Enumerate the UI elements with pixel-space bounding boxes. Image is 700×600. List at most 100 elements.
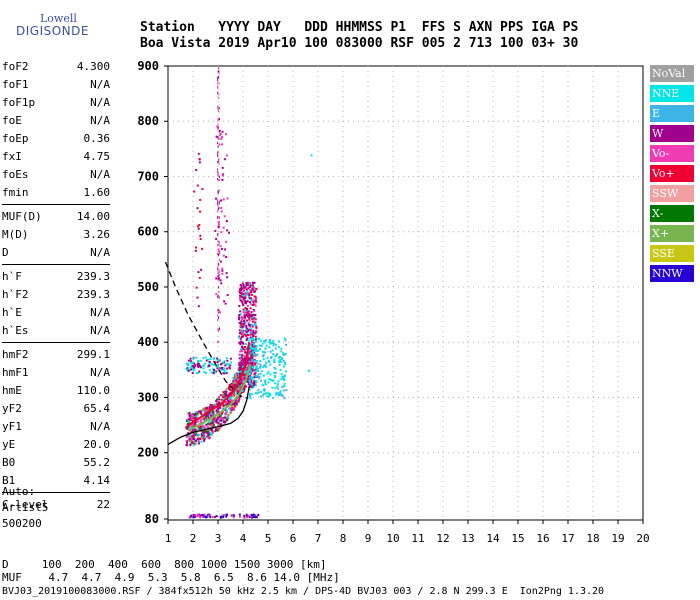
echo-point bbox=[229, 361, 232, 364]
echo-point bbox=[212, 412, 215, 415]
echo-point bbox=[250, 383, 253, 386]
echo-point bbox=[225, 515, 228, 518]
echo-point bbox=[220, 366, 223, 369]
echo-point bbox=[241, 330, 244, 333]
param-row: M(D) 3.26 bbox=[2, 226, 110, 244]
x-tick-label: 5 bbox=[265, 532, 272, 545]
echo-point bbox=[197, 438, 200, 441]
echo-point bbox=[215, 515, 218, 518]
echo-point bbox=[262, 393, 265, 396]
echo-point bbox=[258, 338, 261, 341]
echo-point bbox=[217, 240, 219, 243]
echo-point bbox=[238, 305, 241, 308]
echo-point bbox=[212, 364, 215, 367]
echo-point bbox=[215, 409, 218, 412]
echo-point bbox=[260, 379, 263, 382]
param-row: h`E N/A bbox=[2, 304, 110, 322]
echo-point bbox=[222, 372, 225, 375]
echo-point bbox=[217, 85, 219, 88]
echo-point bbox=[199, 425, 202, 428]
x-tick-label: 20 bbox=[636, 532, 649, 545]
echo-point bbox=[193, 415, 196, 418]
echo-point bbox=[275, 343, 278, 346]
echo-point bbox=[243, 320, 246, 323]
echo-point bbox=[205, 429, 208, 432]
autoscaling-info: Auto: Artist5 500200 bbox=[2, 484, 48, 532]
echo-point bbox=[231, 386, 234, 389]
echo-point bbox=[218, 277, 221, 280]
echo-point bbox=[200, 413, 203, 416]
echo-point bbox=[243, 317, 246, 320]
echo-point bbox=[186, 366, 189, 369]
echo-point bbox=[280, 378, 283, 381]
echo-point bbox=[239, 350, 242, 353]
echo-point bbox=[218, 131, 220, 134]
echo-point bbox=[193, 435, 196, 438]
echo-point bbox=[248, 319, 251, 322]
echo-point bbox=[188, 418, 191, 421]
echo-point bbox=[210, 414, 213, 417]
echo-point bbox=[231, 402, 234, 405]
echo-point bbox=[249, 397, 252, 400]
echo-point bbox=[222, 417, 225, 420]
echo-point bbox=[223, 158, 226, 161]
echo-point bbox=[191, 436, 194, 439]
echo-point bbox=[252, 282, 255, 285]
echo-point bbox=[238, 387, 241, 390]
echo-point bbox=[219, 132, 222, 135]
echo-point bbox=[245, 283, 248, 286]
echo-point bbox=[217, 126, 219, 129]
echo-point bbox=[245, 339, 248, 342]
echo-point bbox=[216, 361, 219, 364]
echo-point bbox=[241, 364, 244, 367]
echo-point bbox=[267, 395, 270, 398]
echo-point bbox=[221, 407, 224, 410]
echo-point bbox=[223, 368, 226, 371]
echo-point bbox=[250, 355, 253, 358]
echo-point bbox=[217, 308, 219, 311]
echo-point bbox=[198, 426, 201, 429]
echo-point bbox=[217, 365, 220, 368]
param-value: 299.1 bbox=[76, 348, 110, 361]
echo-point bbox=[258, 366, 261, 369]
echo-point bbox=[278, 360, 281, 363]
x-tick-label: 10 bbox=[386, 532, 399, 545]
echo-point bbox=[188, 435, 191, 438]
echo-point bbox=[201, 436, 204, 439]
echo-point bbox=[194, 249, 197, 252]
echo-point bbox=[276, 385, 279, 388]
echo-point bbox=[202, 367, 205, 370]
echo-point bbox=[217, 128, 219, 131]
echo-point bbox=[217, 79, 219, 82]
echo-point bbox=[191, 420, 194, 423]
echo-point bbox=[217, 421, 220, 424]
echo-point bbox=[213, 357, 216, 360]
echo-point bbox=[185, 440, 188, 443]
echo-point bbox=[226, 276, 229, 279]
echo-point bbox=[207, 431, 210, 434]
echo-point bbox=[218, 254, 220, 257]
echo-point bbox=[227, 398, 230, 401]
echo-point bbox=[273, 360, 276, 363]
param-value: 4.75 bbox=[83, 150, 111, 163]
echo-point bbox=[243, 346, 246, 349]
echo-point bbox=[252, 386, 255, 389]
echo-point bbox=[253, 343, 256, 346]
echo-point bbox=[252, 299, 255, 302]
echo-point bbox=[308, 369, 310, 372]
echo-point bbox=[197, 305, 200, 308]
echo-point bbox=[237, 371, 240, 374]
param-value: N/A bbox=[90, 324, 110, 337]
echo-point bbox=[214, 405, 217, 408]
echo-point bbox=[186, 363, 189, 366]
echo-point bbox=[240, 322, 243, 325]
echo-point bbox=[217, 341, 219, 344]
echo-point bbox=[278, 356, 281, 359]
echo-point bbox=[241, 302, 244, 305]
echo-point bbox=[217, 401, 220, 404]
echo-point bbox=[218, 107, 220, 110]
param-row: foF1 N/A bbox=[2, 76, 110, 94]
echo-point bbox=[256, 362, 259, 365]
param-value: N/A bbox=[90, 306, 110, 319]
echo-point bbox=[228, 402, 231, 405]
